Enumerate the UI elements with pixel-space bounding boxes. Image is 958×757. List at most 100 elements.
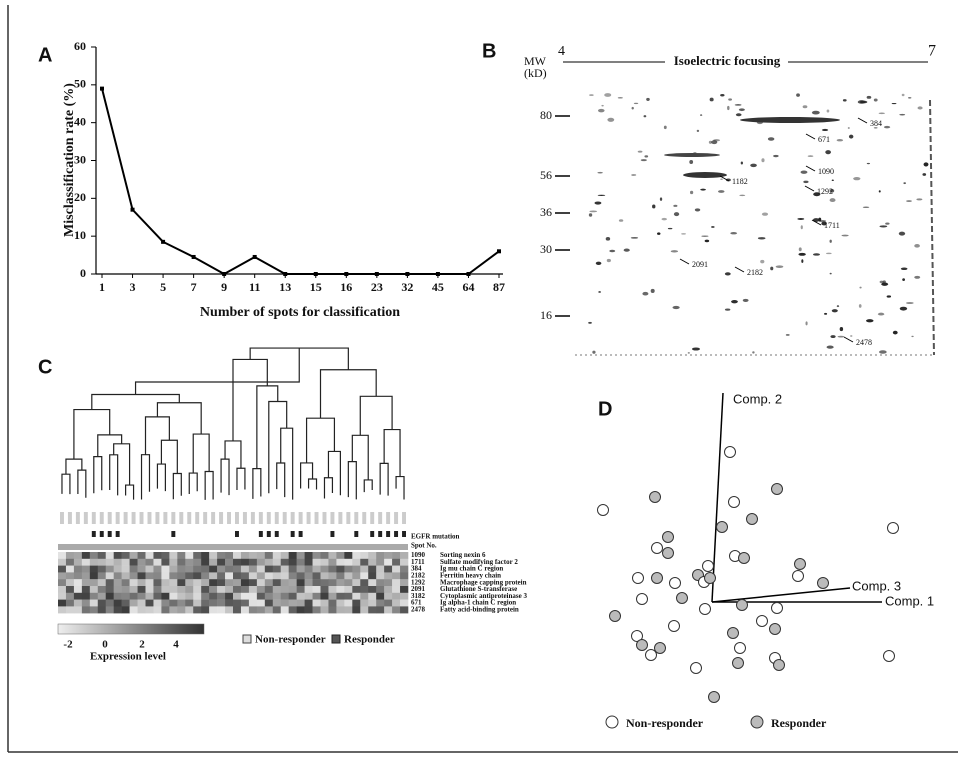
- heatmap-cell: [305, 600, 313, 607]
- gel-spot: [688, 352, 690, 354]
- row-label: EGFR mutation: [411, 533, 460, 541]
- gel-spot: [914, 276, 920, 279]
- heatmap-cell: [344, 579, 352, 586]
- gel-spot: [859, 287, 861, 289]
- sample-point: [733, 658, 744, 669]
- heatmap-cell: [281, 606, 289, 613]
- heatmap-cell: [90, 606, 98, 613]
- heatmap-cell: [74, 579, 82, 586]
- gel-spot: [692, 347, 700, 350]
- egfr-mark: [394, 531, 398, 537]
- egfr-mark: [378, 531, 382, 537]
- heatmap-cell: [177, 566, 185, 573]
- heatmap-cell: [352, 566, 360, 573]
- gel-spot: [842, 235, 849, 237]
- marker: [436, 272, 440, 276]
- heatmap-cell: [177, 552, 185, 559]
- gel-spot: [660, 197, 662, 201]
- gel-spot: [689, 160, 693, 164]
- gel-spot: [850, 335, 852, 337]
- heatmap-cell: [368, 559, 376, 566]
- gel-spot: [853, 177, 860, 180]
- heatmap-cell: [273, 566, 281, 573]
- heatmap-cell: [209, 600, 217, 607]
- heatmap-cell: [130, 579, 138, 586]
- x-tick-label: 15: [310, 280, 322, 294]
- heatmap-cell: [161, 606, 169, 613]
- heatmap-cell: [225, 579, 233, 586]
- sample-point: [598, 505, 609, 516]
- heatmap-cell: [122, 572, 130, 579]
- sample-point: [709, 692, 720, 703]
- sample-point: [652, 543, 663, 554]
- sample-id: [307, 512, 311, 524]
- heatmap-cell: [265, 572, 273, 579]
- scale-tick: 0: [102, 639, 108, 651]
- gel-spot: [644, 115, 647, 117]
- x-tick-label: 87: [493, 280, 505, 294]
- sample-id: [155, 512, 159, 524]
- heatmap-cell: [368, 600, 376, 607]
- heatmap-cell: [161, 572, 169, 579]
- heatmap-cell: [352, 593, 360, 600]
- sample-id: [108, 512, 112, 524]
- heatmap-cell: [336, 559, 344, 566]
- gel-title: Isoelectric focusing: [674, 53, 781, 68]
- egfr-mark: [259, 531, 263, 537]
- heatmap-cell: [66, 600, 74, 607]
- heatmap-cell: [265, 600, 273, 607]
- x-tick-label: 5: [160, 280, 166, 294]
- heatmap-cell: [289, 572, 297, 579]
- gel-spot: [718, 190, 725, 193]
- egfr-mark: [402, 531, 406, 537]
- heatmap-cell: [161, 579, 169, 586]
- heatmap-cell: [249, 552, 257, 559]
- gel-spot: [906, 200, 912, 202]
- heatmap-cell: [217, 566, 225, 573]
- ph-start: 4: [558, 44, 565, 59]
- gel-spot: [664, 153, 720, 157]
- gel-spot: [728, 98, 732, 100]
- heatmap-cell: [305, 606, 313, 613]
- gel-spot: [837, 305, 839, 307]
- heatmap-cell: [352, 606, 360, 613]
- heatmap-cell: [161, 586, 169, 593]
- gel-spot: [690, 191, 693, 194]
- group-bar: [58, 544, 408, 550]
- heatmap-cell: [153, 566, 161, 573]
- heatmap-cell: [193, 572, 201, 579]
- gel-spot: [830, 198, 836, 202]
- egfr-mark: [299, 531, 303, 537]
- scale-label: Expression level: [90, 651, 166, 663]
- heatmap-cell: [58, 600, 66, 607]
- heatmap-cell: [98, 593, 106, 600]
- gel-spot: [805, 321, 807, 325]
- heatmap-cell: [193, 586, 201, 593]
- heatmap-cell: [241, 572, 249, 579]
- sample-id: [76, 512, 80, 524]
- heatmap-cell: [58, 606, 66, 613]
- legend-label: Responder: [771, 716, 827, 730]
- heatmap-cell: [313, 572, 321, 579]
- heatmap-cell: [153, 579, 161, 586]
- gel-spot: [695, 208, 700, 211]
- gel-spot: [651, 289, 655, 293]
- heatmap-cell: [185, 579, 193, 586]
- sample-id: [203, 512, 207, 524]
- heatmap-cell: [161, 559, 169, 566]
- heatmap-cell: [297, 586, 305, 593]
- sample-point: [728, 628, 739, 639]
- heatmap-cell: [225, 572, 233, 579]
- sample-id: [283, 512, 287, 524]
- gel-spot: [597, 172, 602, 174]
- heatmap-cell: [305, 586, 313, 593]
- heatmap-cell: [138, 579, 146, 586]
- gel-spot: [596, 262, 602, 265]
- heatmap-cell: [130, 552, 138, 559]
- heatmap-cell: [185, 566, 193, 573]
- heatmap-cell: [193, 606, 201, 613]
- sample-id: [100, 512, 104, 524]
- sample-point: [652, 573, 663, 584]
- gel-spot: [606, 237, 610, 241]
- heatmap-cell: [90, 559, 98, 566]
